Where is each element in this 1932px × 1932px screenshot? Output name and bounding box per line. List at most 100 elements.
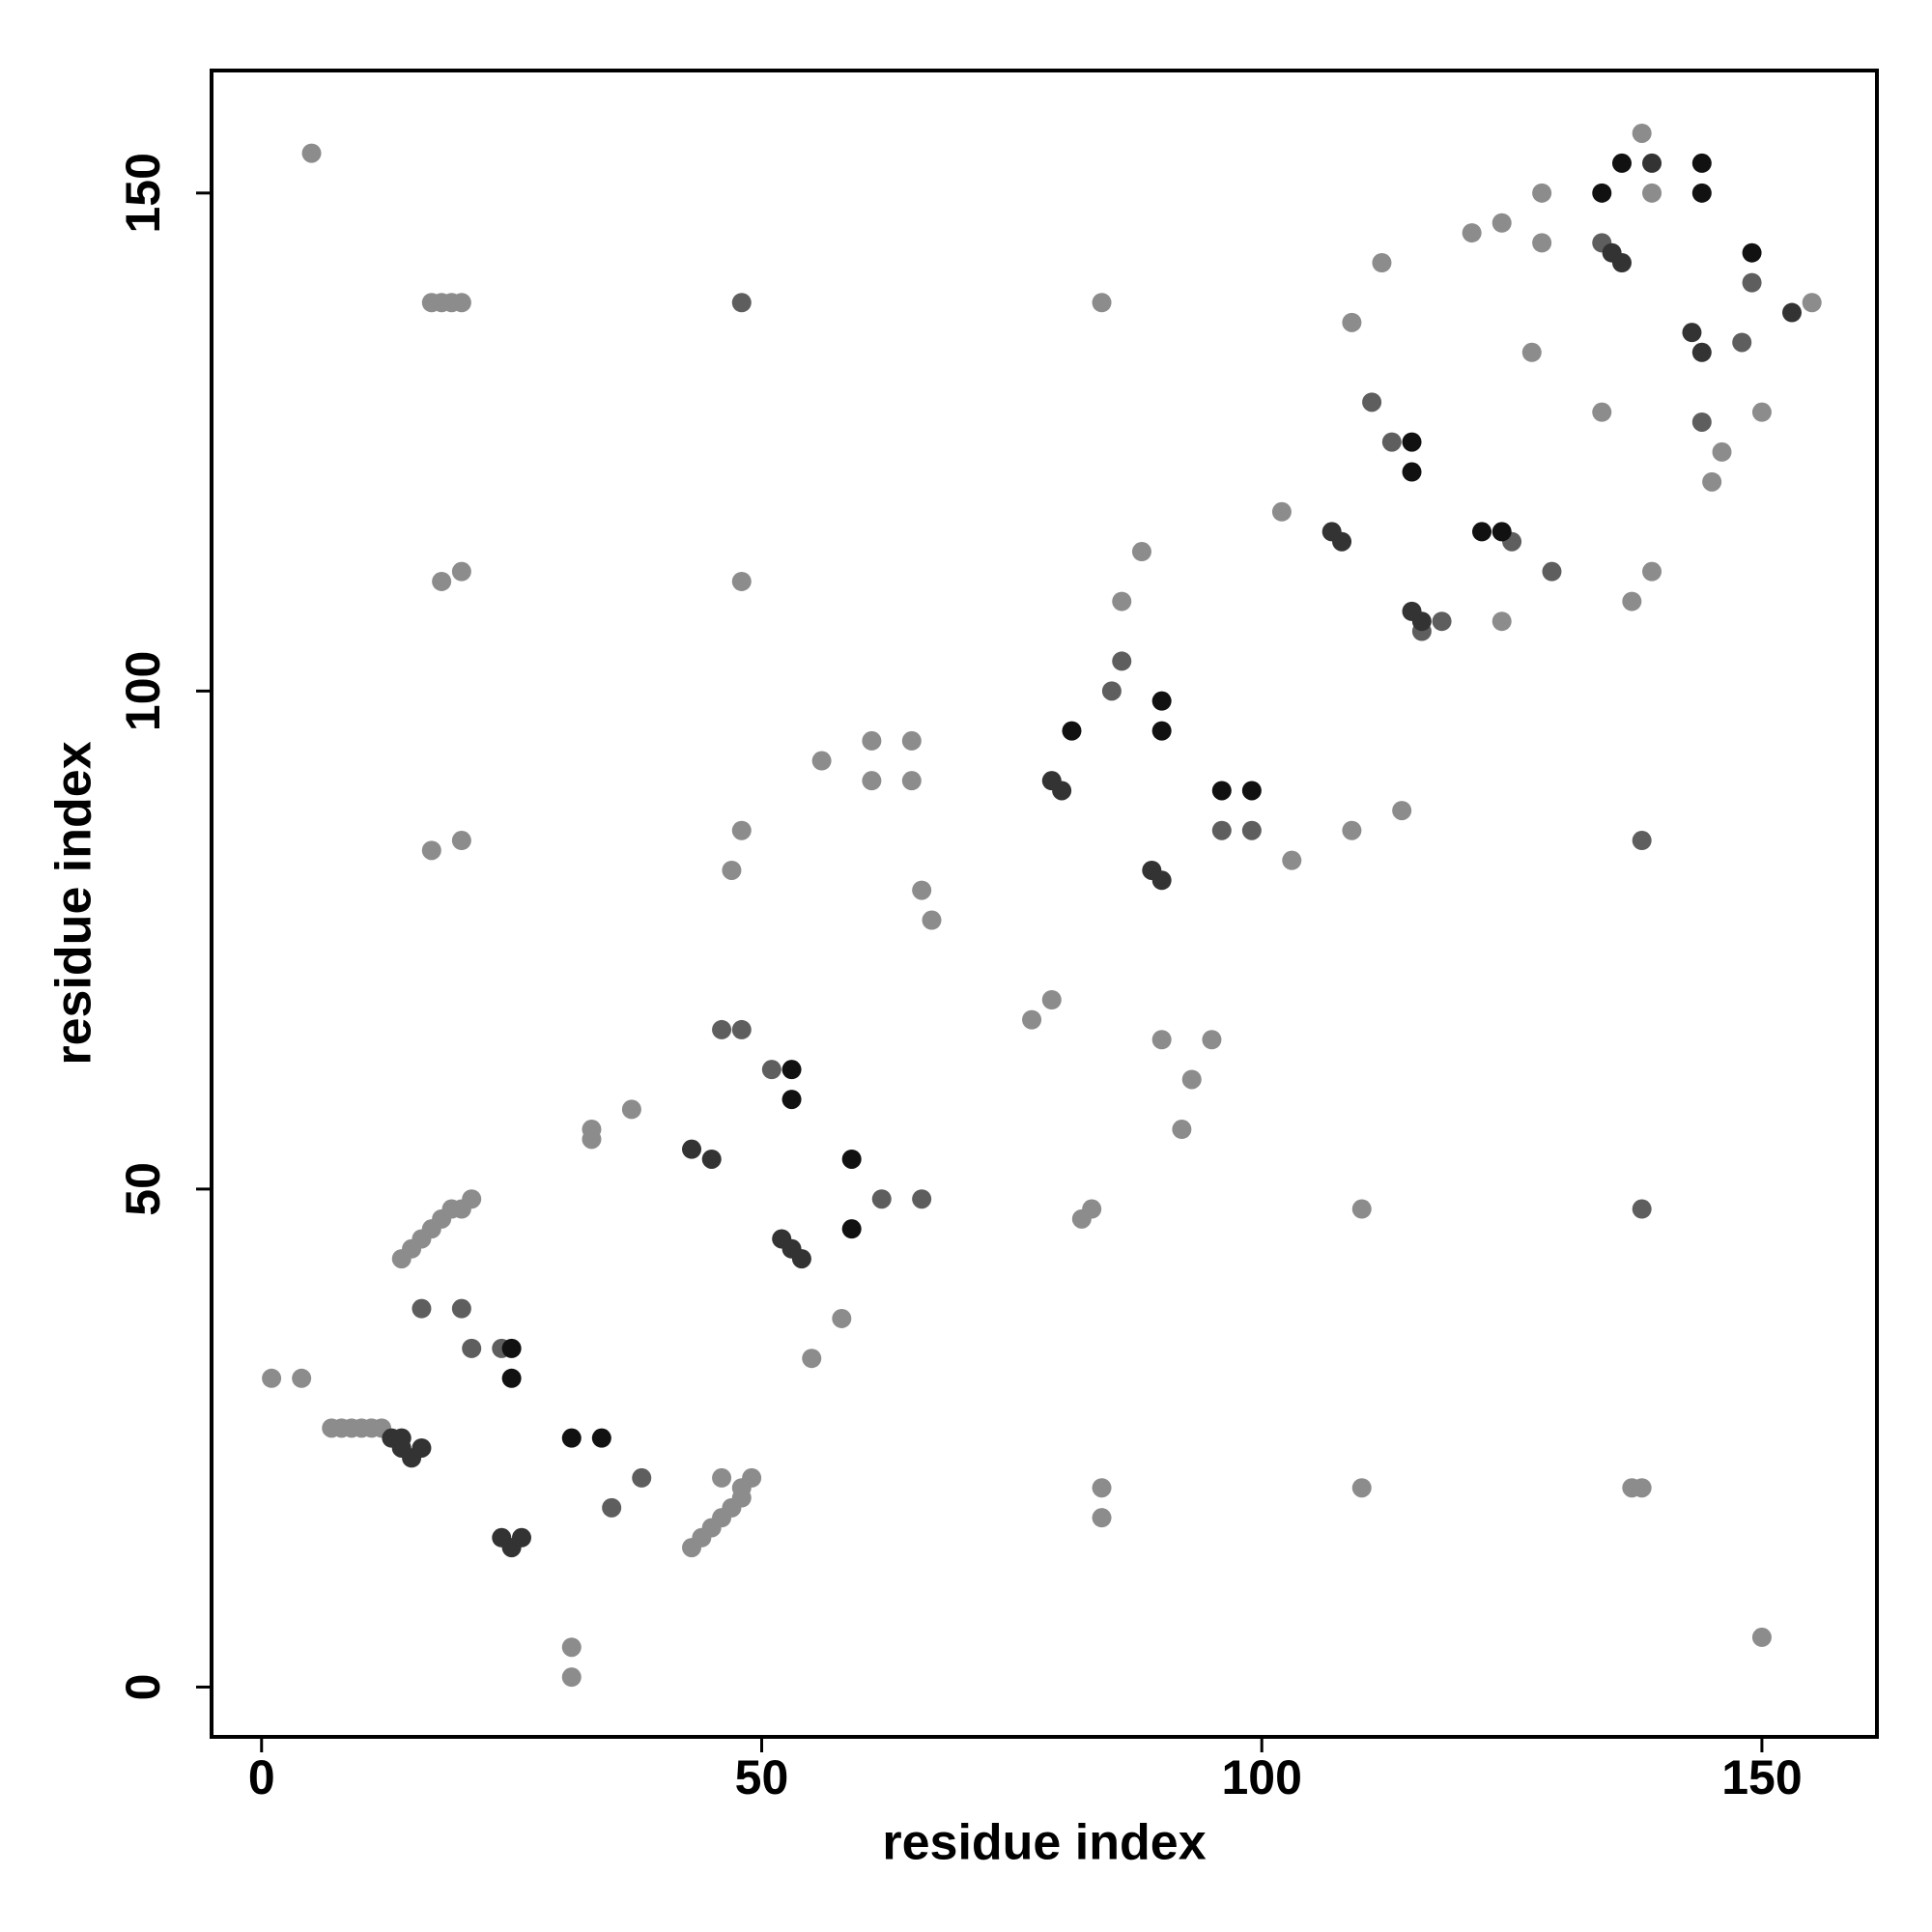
contact-point [1402,462,1422,482]
contact-point [731,571,752,591]
contact-point [1642,153,1662,173]
contact-point [712,1019,732,1039]
contact-point [1211,781,1232,801]
contact-point [591,1428,611,1448]
contact-point [262,1368,282,1388]
contact-point [1632,831,1652,851]
contact-point [1702,471,1722,492]
contact-point [1432,611,1452,632]
contact-point [731,820,752,840]
contact-point [901,730,922,751]
contact-point [1691,342,1712,362]
contact-point [1151,1030,1172,1050]
contact-point [412,1437,432,1458]
contact-point [1351,1199,1372,1219]
contact-point [1742,242,1762,263]
contact-point [1351,1478,1372,1498]
contact-point [451,293,471,313]
contact-point [1362,392,1382,412]
contact-point [1241,781,1262,801]
contact-point [582,1129,602,1150]
y-tick-label: 0 [116,1674,170,1701]
contact-point [501,1368,522,1388]
contact-point [432,571,452,591]
contact-point [1732,332,1752,353]
contact-point [462,1189,482,1209]
contact-point [1052,781,1072,801]
contact-point [1112,651,1132,671]
y-tick-label: 150 [116,153,170,233]
contact-point [1411,611,1432,632]
contact-point [1062,721,1082,741]
contact-point [1202,1030,1222,1050]
contact-point [912,880,932,900]
x-tick-label: 50 [735,1750,789,1804]
contact-point [451,1298,471,1319]
contact-point [1691,183,1712,203]
contact-point [712,1467,732,1488]
contact-point [1151,870,1172,891]
x-axis-label: residue index [882,1815,1206,1871]
contact-point [1381,432,1402,452]
contact-point [1022,1009,1042,1030]
contact-point [701,1149,722,1169]
contact-point [632,1467,652,1488]
contact-point [1151,721,1172,741]
contact-point [451,831,471,851]
contact-point [1092,1508,1112,1528]
contact-point [1402,432,1422,452]
contact-point [1712,441,1732,462]
contact-point [1372,252,1392,272]
contact-point [1041,989,1062,1009]
contact-point [421,840,441,861]
contact-point [1532,233,1552,253]
contact-point [1282,850,1302,870]
contact-point [1781,302,1802,323]
contact-point [301,143,322,163]
contact-point [862,771,882,791]
plot-frame [210,69,1879,1739]
contact-point [922,910,942,930]
contact-point [1682,323,1702,343]
contact-point [781,1090,802,1110]
contact-point [1271,501,1292,522]
contact-point [1802,293,1822,313]
contact-point [1742,272,1762,293]
contact-point [1342,820,1362,840]
contact-point [841,1219,862,1239]
contact-point [292,1368,312,1388]
contact-point [1642,561,1662,582]
contact-point [1532,183,1552,203]
x-tick-label: 150 [1721,1750,1802,1804]
contact-point [412,1298,432,1319]
contact-point [731,1478,752,1498]
contact-point [1392,801,1412,821]
contact-point [1472,522,1492,542]
contact-point [1492,611,1512,632]
contact-point [781,1060,802,1080]
contact-point [561,1637,582,1658]
contact-point [621,1099,641,1120]
contact-point [1342,312,1362,332]
contact-point [1462,223,1482,243]
contact-point [1751,402,1772,422]
contact-point [1181,1069,1202,1090]
contact-point [1622,591,1642,611]
contact-point [761,1060,781,1080]
contact-point [1101,681,1122,701]
contact-point [501,1338,522,1358]
y-axis-label: residue index [46,741,102,1065]
contact-point [1611,252,1632,272]
contact-point [1691,412,1712,432]
contact-point [1211,820,1232,840]
contact-point [1632,123,1652,143]
contact-point [1172,1120,1192,1140]
contact-point [901,771,922,791]
contact-point [1492,522,1512,542]
contact-point [1332,531,1352,552]
contact-point [871,1189,892,1209]
contact-point [1092,293,1112,313]
contact-point [451,561,471,582]
contact-point [682,1139,702,1159]
